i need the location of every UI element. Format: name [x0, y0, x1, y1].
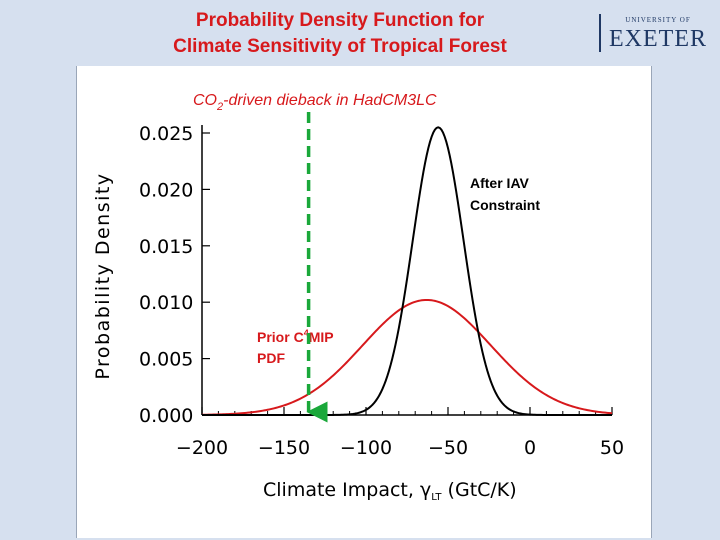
plot-panel: 0.000 0.005 0.010 0.015 0.020 0.025 −200 −150 −1… [76, 66, 652, 538]
y-tick-label: 0.010 [139, 292, 193, 314]
x-tick-label: −150 [258, 437, 310, 459]
x-tick-label: −100 [340, 437, 392, 459]
pdf-chart: 0.000 0.005 0.010 0.015 0.020 0.025 −200 −150 −1… [92, 92, 624, 503]
posterior-pdf-label: After IAV [470, 175, 530, 191]
x-tick-label: 50 [600, 437, 624, 459]
y-tick-label: 0.015 [139, 236, 193, 258]
x-tick-label: −50 [428, 437, 468, 459]
x-tick-label: 0 [524, 437, 536, 459]
logo-exeter: EXETER [609, 26, 707, 52]
title-line-2: Climate Sensitivity of Tropical Forest [173, 36, 507, 57]
posterior-pdf-curve [202, 126, 612, 416]
title-line-1: Probability Density Function for [195, 10, 485, 31]
page-title: Probability Density Function for Climate… [60, 8, 620, 60]
university-logo: UNIVERSITY OF EXETER [599, 14, 707, 52]
prior-pdf-label: Prior C4MIP [257, 328, 334, 345]
x-axis-label: Climate Impact, γLT (GtC/K) [263, 479, 517, 503]
prior-pdf-curve [201, 298, 613, 416]
y-tick-label: 0.000 [139, 405, 193, 427]
y-tick-label: 0.005 [139, 349, 193, 371]
prior-pdf-label-line2: PDF [257, 350, 285, 366]
posterior-pdf-label-line2: Constraint [470, 197, 540, 213]
logo-university-of: UNIVERSITY OF [625, 16, 690, 24]
y-tick-label: 0.025 [139, 123, 193, 145]
y-axis-label: Probability Density [92, 172, 114, 379]
dieback-annotation: CO2-driven dieback in HadCM3LC [193, 92, 437, 113]
x-tick-label: −200 [176, 437, 228, 459]
y-tick-label: 0.020 [139, 179, 193, 201]
